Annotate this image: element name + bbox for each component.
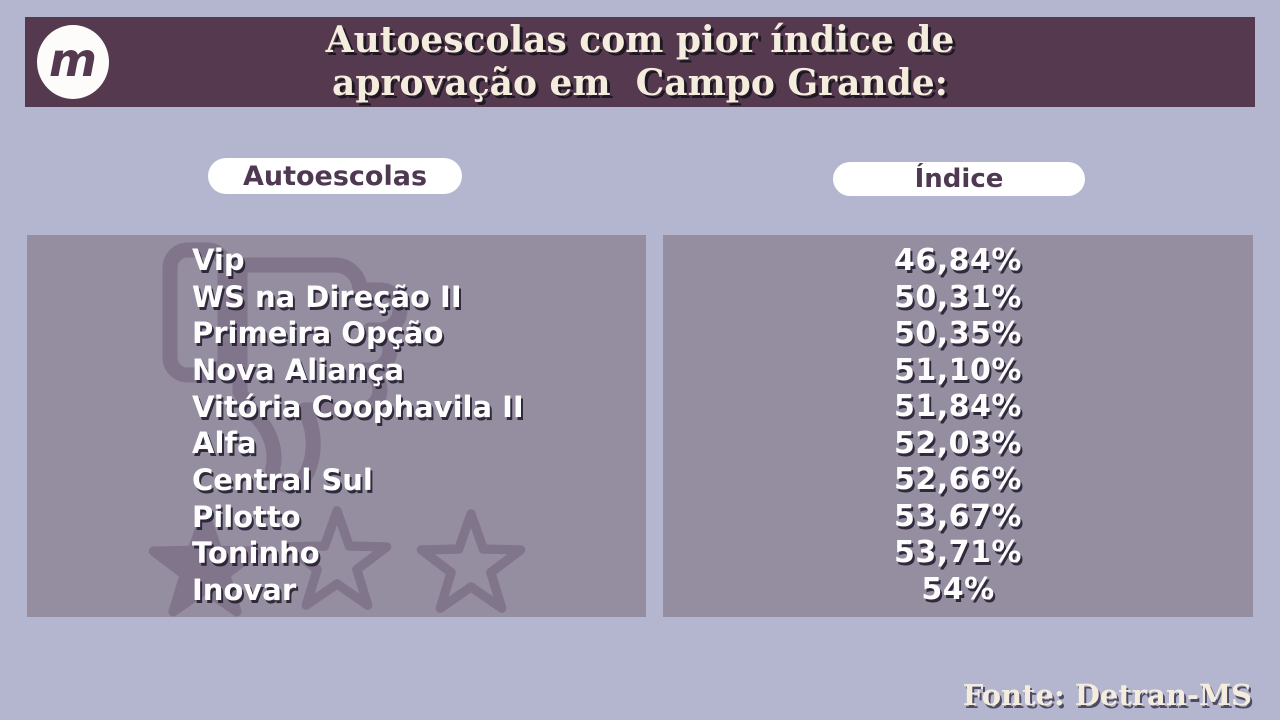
school-name: Vitória Coophavila II <box>192 389 524 424</box>
index-value: 54% <box>921 571 995 607</box>
index-value: 51,10% <box>894 352 1022 388</box>
title-line-2: aprovação em Campo Grande: <box>332 62 948 104</box>
title-line-1: Autoescolas com pior índice de <box>325 19 955 61</box>
school-name: WS na Direção II <box>192 279 462 314</box>
index-value: 52,66% <box>894 462 1022 498</box>
index-value: 46,84% <box>894 243 1022 278</box>
school-list: Vip WS na Direção II Primeira Opção Nova Al… <box>27 235 646 617</box>
indices-panel: 46,84% 50,31% 50,35% 51,10% 51,84% 52,03% 52,6… <box>663 235 1253 617</box>
school-name: Central Sul <box>192 462 373 497</box>
source-credit: Fonte: Detran-MS <box>962 678 1252 712</box>
page-title: Autoescolas com pior índice de aprovação… <box>25 17 1255 107</box>
index-value: 50,35% <box>894 316 1022 352</box>
school-name: Nova Aliança <box>192 352 405 387</box>
school-name: Vip <box>192 243 245 277</box>
index-value: 51,84% <box>894 389 1022 425</box>
index-list: 46,84% 50,31% 50,35% 51,10% 51,84% 52,03% 52,6… <box>663 235 1253 617</box>
school-name: Inovar <box>192 572 297 607</box>
star-outline-icon <box>413 508 529 617</box>
index-value: 52,03% <box>894 425 1022 461</box>
star-filled-icon <box>145 508 265 617</box>
school-name: Toninho <box>192 536 320 571</box>
school-name: Primeira Opção <box>192 316 444 351</box>
midiamax-logo: m <box>37 25 109 99</box>
index-value: 50,31% <box>894 279 1022 315</box>
school-name: Alfa <box>192 426 257 461</box>
star-outline-icon <box>279 505 395 617</box>
column-header-indice-label: Índice <box>914 164 1004 194</box>
logo-m-icon: m <box>49 33 97 87</box>
index-value: 53,67% <box>894 498 1022 534</box>
thumbs-down-icon <box>155 235 455 510</box>
column-header-indice: Índice <box>833 162 1085 196</box>
column-header-autoescolas-label: Autoescolas <box>242 160 428 192</box>
index-value: 53,71% <box>894 535 1022 571</box>
schools-panel: Vip WS na Direção II Primeira Opção Nova Al… <box>27 235 646 617</box>
header-band: m Autoescolas com pior índice de aprovaç… <box>25 17 1255 107</box>
column-header-autoescolas: Autoescolas <box>208 158 462 194</box>
school-name: Pilotto <box>192 499 301 534</box>
